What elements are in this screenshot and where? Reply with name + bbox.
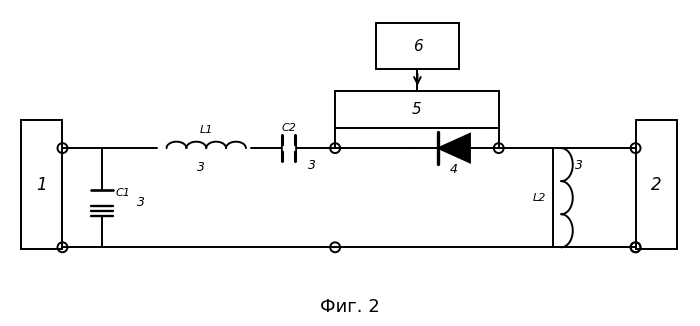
Text: L1: L1 — [199, 125, 213, 135]
Text: 3: 3 — [575, 159, 583, 172]
Text: 4: 4 — [450, 163, 458, 176]
Bar — [335, 91, 498, 128]
Polygon shape — [438, 134, 470, 162]
Text: L2: L2 — [533, 193, 546, 203]
Text: Фиг. 2: Фиг. 2 — [320, 298, 380, 316]
Text: 6: 6 — [412, 38, 422, 53]
Text: 2: 2 — [651, 176, 661, 194]
Bar — [21, 120, 62, 249]
Text: 3: 3 — [308, 159, 316, 172]
Text: 3: 3 — [136, 196, 145, 209]
Polygon shape — [283, 146, 295, 150]
Text: 1: 1 — [36, 176, 47, 194]
Text: 3: 3 — [197, 161, 205, 174]
Bar — [636, 120, 677, 249]
Text: 5: 5 — [412, 102, 422, 117]
Text: C2: C2 — [281, 123, 296, 133]
Text: C1: C1 — [116, 188, 131, 198]
Bar — [376, 23, 459, 69]
